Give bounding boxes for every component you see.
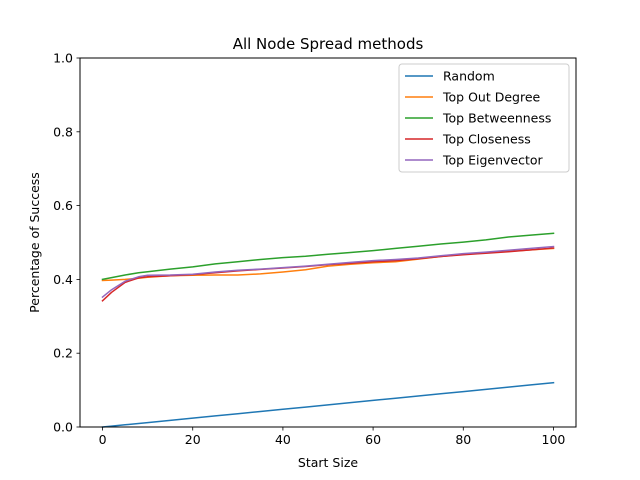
y-axis-label: Percentage of Success [27,172,42,313]
legend-label: Top Out Degree [442,90,541,105]
x-tick-label: 60 [365,432,381,447]
legend-label: Top Eigenvector [442,153,543,168]
legend-box [398,63,570,173]
legend-label: Top Closeness [442,132,531,147]
x-tick-label: 80 [455,432,471,447]
y-tick-label: 0.2 [53,346,73,361]
legend-label: Random [443,69,495,84]
y-axis: 0.0 0.2 0.4 0.6 0.8 1.0 [53,51,80,435]
y-tick-label: 0.6 [53,198,73,213]
x-tick-label: 0 [99,432,107,447]
x-axis: 0 20 40 60 80 100 [99,427,566,447]
x-tick-label: 40 [275,432,291,447]
series-line-4 [101,245,555,299]
y-tick-label: 1.0 [53,51,73,66]
y-tick-label: 0.0 [53,420,73,435]
axes-frame [79,57,577,428]
chart-title: All Node Spread methods [233,35,424,53]
series-line-0 [101,381,555,428]
y-tick-label: 0.8 [53,124,73,139]
y-tick-label: 0.4 [53,272,73,287]
plot-area [101,232,555,428]
legend: Random Top Out Degree Top Betweenness Top C… [398,63,570,173]
series-line-2 [101,232,555,281]
x-tick-label: 100 [542,432,566,447]
x-tick-label: 20 [185,432,201,447]
x-axis-label: Start Size [298,455,358,470]
legend-label: Top Betweenness [442,111,551,126]
